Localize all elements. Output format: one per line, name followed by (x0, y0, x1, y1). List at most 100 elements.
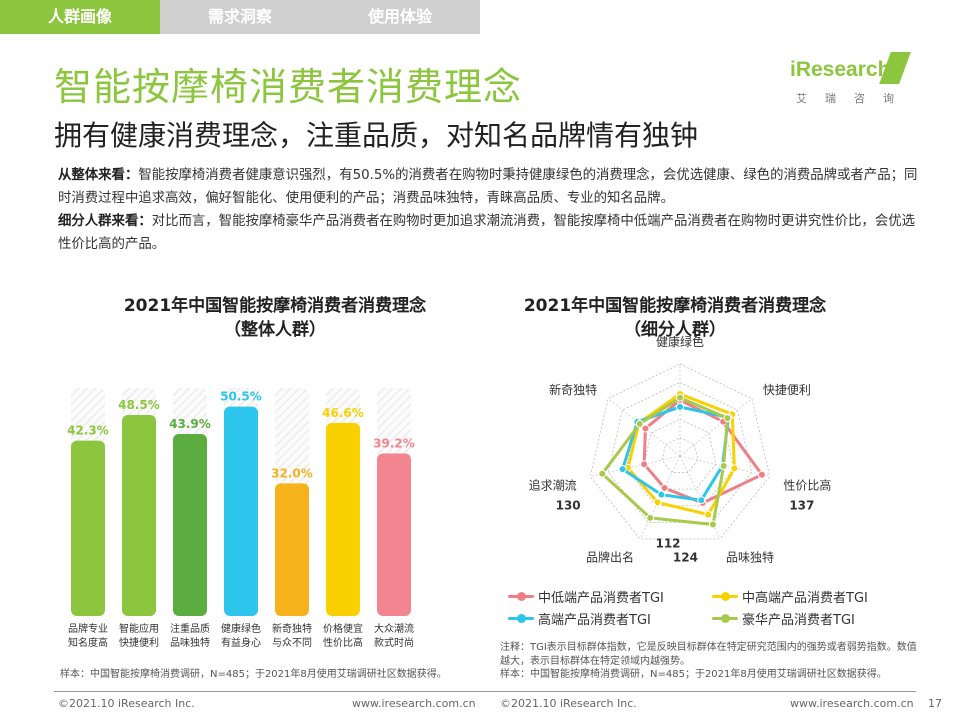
legend-label-high: 高端产品消费者TGI (538, 613, 651, 628)
radar-axis-label: 品牌出名 (586, 550, 634, 565)
paragraph-overall-text: 智能按摩椅消费者健康意识强烈，有50.5%的消费者在购物时秉持健康绿色的消费理念… (58, 168, 918, 206)
bar (377, 453, 411, 616)
bar-category-label: 注重品质 (170, 622, 210, 635)
radar-point (730, 464, 739, 473)
bar-category-label: 快捷便利 (119, 636, 159, 649)
radar-series-line (642, 398, 764, 505)
radar-axis-label: 快捷便利 (763, 383, 811, 397)
bar (224, 406, 258, 616)
radar-tgi-note: 注释：TGI表示目标群体指数，它是反映目标群体在特定研究范围内的强势或者弱势指数… (500, 642, 917, 667)
radar-point (660, 484, 669, 493)
bar (326, 422, 360, 616)
bar-value-label: 42.3% (67, 424, 109, 438)
radar-point (618, 465, 627, 474)
radar-tgi-annotation: 137 (789, 499, 814, 513)
bar-category-label: 与众不同 (272, 637, 312, 649)
iresearch-logo: iResearch 艾瑞咨询 (790, 52, 920, 108)
radar-point (757, 470, 766, 479)
radar-point (598, 469, 607, 478)
footer-url-left[interactable]: www.iresearch.com.cn (352, 697, 476, 710)
radar-tgi-annotation: 130 (556, 499, 581, 513)
radar-point (676, 393, 684, 402)
bar-value-label: 32.0% (271, 466, 313, 480)
radar-point (653, 498, 662, 507)
radar-point (646, 513, 655, 522)
paragraph-overall-head: 从整体来看： (58, 168, 139, 183)
bar-value-label: 50.5% (220, 390, 262, 404)
paragraph-segment-text: 对比而言，智能按摩椅豪华产品消费者在购物时更加追求潮流消费，智能按摩椅中低端产品… (58, 214, 915, 252)
radar-point (697, 496, 706, 505)
radar-point (641, 424, 650, 433)
tab-usage-experience[interactable]: 使用体验 (320, 0, 480, 34)
radar-ring (643, 418, 717, 490)
legend-dot-mid-high (721, 592, 730, 601)
bar (122, 414, 156, 616)
radar-chart-title: 2021年中国智能按摩椅消费者消费理念 （细分人群） (500, 294, 850, 342)
body-text: 从整体来看：智能按摩椅消费者健康意识强烈，有50.5%的消费者在购物时秉持健康绿… (58, 164, 918, 256)
radar-chart-title-line2: （细分人群） (624, 320, 726, 340)
radar-axis-label: 性价比高 (783, 478, 831, 493)
page-subtitle: 拥有健康消费理念，注重品质，对知名品牌情有独钟 (54, 119, 699, 152)
paragraph-segment-head: 细分人群来看： (58, 214, 152, 229)
bar-category-label: 性价比高 (323, 636, 363, 649)
logo-word: iResearch (790, 58, 891, 81)
radar-ring (589, 363, 771, 540)
legend-dot-luxury (721, 614, 730, 623)
bar (173, 434, 207, 616)
radar-legend: 中低端产品消费者TGI 中高端产品消费者TGI 高端产品消费者TGI 豪华产品消… (508, 586, 928, 636)
tab-demand-insight[interactable]: 需求洞察 (160, 0, 320, 34)
bar-chart-sample-note: 样本：中国智能按摩椅消费调研，N=485；于2021年8月使用艾瑞调研社区数据获… (60, 669, 447, 680)
paragraph-overall: 从整体来看：智能按摩椅消费者健康意识强烈，有50.5%的消费者在购物时秉持健康绿… (58, 164, 918, 210)
legend-label-luxury: 豪华产品消费者TGI (742, 613, 855, 628)
radar-chart-title-line1: 2021年中国智能按摩椅消费者消费理念 (523, 296, 827, 316)
radar-series-line (600, 396, 729, 527)
legend-label-low-mid: 中低端产品消费者TGI (538, 591, 664, 606)
bar-category-label: 品牌专业 (68, 622, 108, 635)
bar (275, 483, 309, 616)
radar-point (704, 510, 713, 519)
radar-axis-label: 新奇独特 (549, 382, 597, 397)
footer-url-right[interactable]: www.iresearch.com.cn (790, 697, 914, 710)
legend-label-mid-high: 中高端产品消费者TGI (742, 591, 868, 606)
radar-point (640, 460, 649, 469)
footer-divider (54, 691, 916, 692)
legend-dot-low-mid (517, 592, 526, 601)
bar-category-label: 新奇独特 (272, 622, 312, 635)
radar-point (635, 419, 644, 428)
radar-point (657, 490, 666, 499)
bar-category-label: 健康绿色 (221, 622, 261, 635)
tab-persona[interactable]: 人群画像 (0, 0, 160, 34)
radar-ring (607, 381, 753, 523)
radar-axis-label: 品味独特 (726, 550, 774, 565)
legend-dot-high (517, 614, 526, 623)
radar-tgi-annotation: 124 (673, 551, 698, 565)
paragraph-segment: 细分人群来看：对比而言，智能按摩椅豪华产品消费者在购物时更加追求潮流消费，智能按… (58, 210, 918, 256)
radar-point (708, 520, 717, 529)
bar-category-label: 款式时尚 (374, 636, 414, 649)
bar-category-label: 有益身心 (221, 636, 261, 649)
bar-chart-title: 2021年中国智能按摩椅消费者消费理念 （整体人群） (60, 294, 490, 342)
radar-ring (661, 437, 699, 473)
bar-chart-title-line2: （整体人群） (224, 320, 326, 340)
footer-copyright-right: ©2021.10 iResearch Inc. (500, 697, 637, 710)
radar-point (676, 402, 684, 411)
bar-chart-title-line1: 2021年中国智能按摩椅消费者消费理念 (123, 296, 427, 316)
footer-copyright-left: ©2021.10 iResearch Inc. (58, 697, 195, 710)
bar (71, 440, 105, 616)
bar-value-label: 39.2% (373, 436, 415, 450)
bar-value-label: 46.6% (322, 406, 364, 420)
bar-category-label: 品味独特 (170, 636, 210, 649)
radar-point (723, 414, 732, 423)
page-number: 17 (928, 697, 942, 710)
radar-axis-label: 健康绿色 (656, 336, 704, 349)
radar-axis-label: 追求潮流 (529, 478, 577, 493)
radar-spoke (679, 398, 753, 457)
bar-category-label: 价格便宜 (323, 622, 363, 635)
bar-category-label: 知名度高 (68, 636, 108, 649)
radar-sample-note: 样本：中国智能按摩椅消费调研，N=485；于2021年8月使用艾瑞调研社区数据获… (500, 669, 887, 680)
page-title: 智能按摩椅消费者消费理念 (54, 65, 523, 109)
radar-series-line (626, 392, 736, 517)
radar-tgi-annotation: 112 (655, 537, 680, 551)
